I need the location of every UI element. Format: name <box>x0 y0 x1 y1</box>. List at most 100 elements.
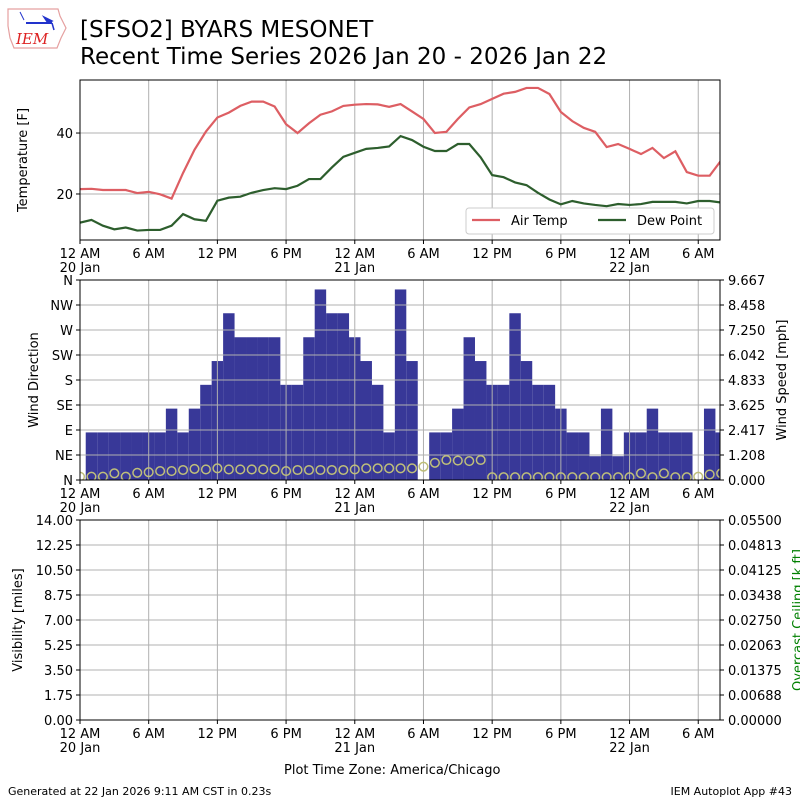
wind-direction-marker <box>510 472 521 480</box>
x-tick-label: 6 PM <box>545 487 576 502</box>
axes-frame <box>79 79 721 241</box>
y2-tick-label: 9.667 <box>728 274 765 289</box>
x-tick-label: 12 AM <box>334 727 375 742</box>
x-tick-label: 12 AM <box>334 247 375 262</box>
wind-direction-marker <box>658 468 669 479</box>
wind-direction-marker <box>97 471 108 480</box>
x-tick-date-label: 22 Jan <box>609 501 650 516</box>
legend-box <box>465 207 715 235</box>
y2-tick-label: 0.05500 <box>728 514 782 529</box>
y2-tick-label: 0.01375 <box>728 664 782 679</box>
y-tick-label: NW <box>50 299 73 314</box>
wind-direction-marker <box>498 472 509 480</box>
wind-speed-bar <box>131 432 143 480</box>
x-tick-label: 6 AM <box>407 487 440 502</box>
x-tick-date-label: 20 Jan <box>60 501 101 516</box>
wind-direction-marker <box>418 461 429 472</box>
wind-speed-bar <box>85 432 98 480</box>
wind-direction-marker <box>235 464 246 475</box>
x-tick-label: 6 AM <box>132 487 165 502</box>
x-tick-date-label: 21 Jan <box>334 261 375 276</box>
y-tick-label: 40 <box>56 127 73 142</box>
y2-tick-label: 0.00000 <box>728 714 782 729</box>
wind-speed-bar <box>268 337 281 480</box>
y-tick-label: W <box>60 324 73 339</box>
wind-speed-bar <box>658 432 670 480</box>
wind-direction-marker <box>704 469 715 480</box>
x-tick-label: 6 PM <box>270 727 301 742</box>
visibility-axis-label: Visibility [miles] <box>11 568 26 671</box>
wind-speed-bar <box>371 384 384 480</box>
y-tick-label: SE <box>57 399 73 414</box>
x-tick-label: 6 AM <box>682 727 715 742</box>
wind-speed-bar <box>681 432 693 480</box>
wind-direction-marker <box>303 464 315 476</box>
y2-tick-label: 0.02063 <box>728 639 782 654</box>
wind-speed-bar <box>600 408 613 480</box>
y-tick-label: S <box>65 374 73 389</box>
wind-direction-marker <box>166 466 177 477</box>
wind-direction-marker <box>429 457 440 468</box>
wind-direction-marker <box>475 454 486 466</box>
dew-point-line <box>80 134 720 232</box>
y-tick-label: 8.75 <box>44 589 73 604</box>
wind-direction-marker <box>521 472 532 480</box>
x-tick-label: 12 PM <box>472 247 512 262</box>
x-tick-label: 12 PM <box>472 727 512 742</box>
x-tick-label: 12 AM <box>609 727 650 742</box>
axes-frame <box>79 519 721 721</box>
chart-title-line1: [SFSO2] BYARS MESONET <box>80 17 374 43</box>
wind-speed-bar <box>291 384 304 480</box>
x-tick-label: 6 PM <box>270 487 301 502</box>
wind-direction-axis-label: Wind Direction <box>27 332 42 428</box>
wind-direction-marker <box>635 468 647 479</box>
timezone-label: Plot Time Zone: America/Chicago <box>284 763 501 778</box>
wind-speed-bar <box>257 337 269 480</box>
wind-speed-bar <box>452 408 464 480</box>
wind-speed-bar <box>703 408 716 480</box>
wind-speed-bar <box>246 337 258 480</box>
wind-direction-marker <box>143 467 154 478</box>
generated-note: Generated at 22 Jan 2026 9:11 AM CST in … <box>8 785 272 798</box>
x-tick-label: 6 AM <box>407 247 440 262</box>
wind-speed-bar <box>200 384 212 480</box>
wind-direction-marker <box>212 463 223 474</box>
wind-direction-marker <box>647 472 658 480</box>
wind-speed-bar <box>97 432 109 480</box>
x-tick-label: 12 AM <box>60 487 101 502</box>
y-tick-label: 3.50 <box>44 664 73 679</box>
wind-speed-bar <box>669 432 682 480</box>
wind-speed-bar <box>177 432 189 480</box>
wind-speed-bar <box>337 313 350 480</box>
wind-speed-bar <box>406 361 418 480</box>
y2-tick-label: 4.833 <box>728 374 765 389</box>
wind-direction-marker <box>86 471 97 480</box>
wind-speed-bar <box>589 456 601 480</box>
wind-direction-marker <box>555 472 566 480</box>
wind-direction-marker <box>155 466 166 477</box>
wind-speed-bar <box>578 432 590 480</box>
y2-tick-label: 7.250 <box>728 324 765 339</box>
wind-direction-marker <box>80 471 86 480</box>
wind-direction-marker <box>670 472 681 480</box>
y2-tick-label: 0.04125 <box>728 564 782 579</box>
y2-tick-label: 6.042 <box>728 349 765 364</box>
wind-direction-marker <box>223 464 234 475</box>
y-tick-label: SW <box>52 349 73 364</box>
wind-direction-marker <box>613 472 624 480</box>
wind-direction-marker <box>384 463 395 474</box>
wind-speed-bar <box>429 432 441 480</box>
wind-direction-marker <box>189 463 200 474</box>
svg-text:IEM: IEM <box>15 30 49 48</box>
wind-direction-marker <box>395 463 406 474</box>
y-tick-label: 12.25 <box>36 539 73 554</box>
x-tick-label: 6 PM <box>545 727 576 742</box>
wind-direction-marker <box>601 472 612 480</box>
ceiling-axis-label: Overcast Ceiling [k ft] <box>791 549 800 691</box>
wind-speed-axis-label: Wind Speed [mph] <box>775 320 790 441</box>
wind-direction-marker <box>487 472 498 480</box>
